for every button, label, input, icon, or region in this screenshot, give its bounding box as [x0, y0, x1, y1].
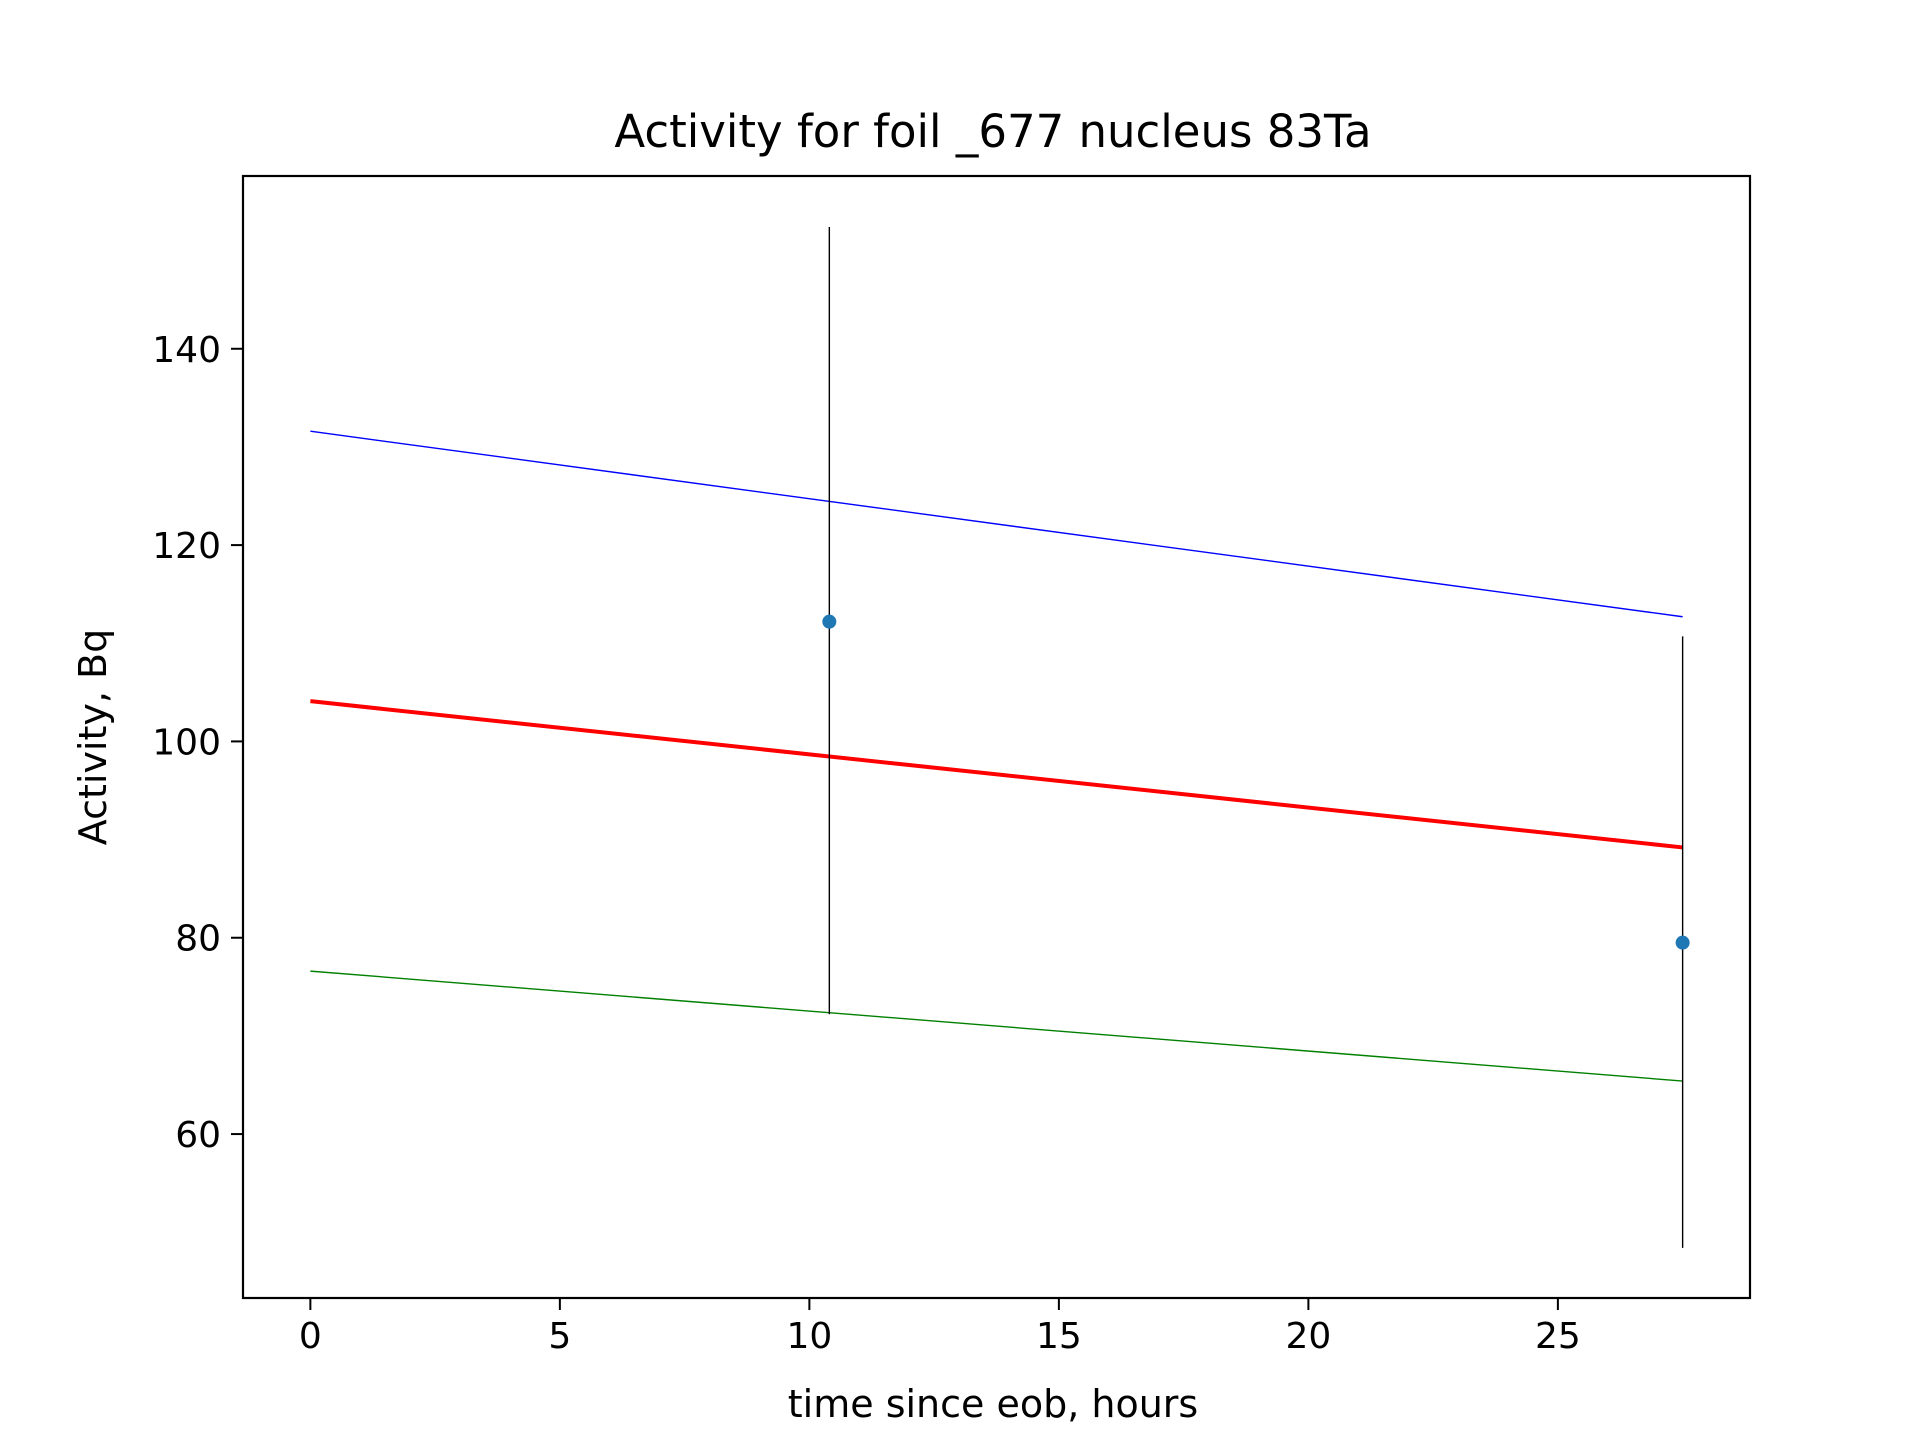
x-tick-label: 0: [299, 1316, 322, 1357]
y-tick-label: 140: [152, 330, 221, 371]
y-tick-label: 120: [152, 526, 221, 567]
y-axis-label: Activity, Bq: [71, 629, 115, 845]
x-axis-label: time since eob, hours: [788, 1382, 1198, 1426]
axes-frame: [241, 174, 1752, 1300]
lower-line: [310, 970, 1683, 1082]
x-tick-label: 5: [548, 1316, 571, 1357]
x-tick-label: 15: [1036, 1316, 1082, 1357]
y-tick-label: 80: [175, 919, 221, 960]
chart-title: Activity for foil _677 nucleus 83Ta: [614, 105, 1371, 158]
y-tick-label: 100: [152, 722, 221, 763]
axes: 0 5 10 15 20 25 60 80 100 120 140: [152, 174, 1752, 1357]
x-tick-label: 25: [1535, 1316, 1581, 1357]
plot-area: [310, 227, 1690, 1248]
upper-line: [310, 430, 1683, 618]
x-tick-label: 10: [786, 1316, 832, 1357]
data-point: [1675, 935, 1690, 950]
fit-line: [310, 699, 1683, 850]
data-point: [822, 614, 837, 629]
y-tick-label: 60: [175, 1115, 221, 1156]
x-tick-label: 20: [1285, 1316, 1331, 1357]
